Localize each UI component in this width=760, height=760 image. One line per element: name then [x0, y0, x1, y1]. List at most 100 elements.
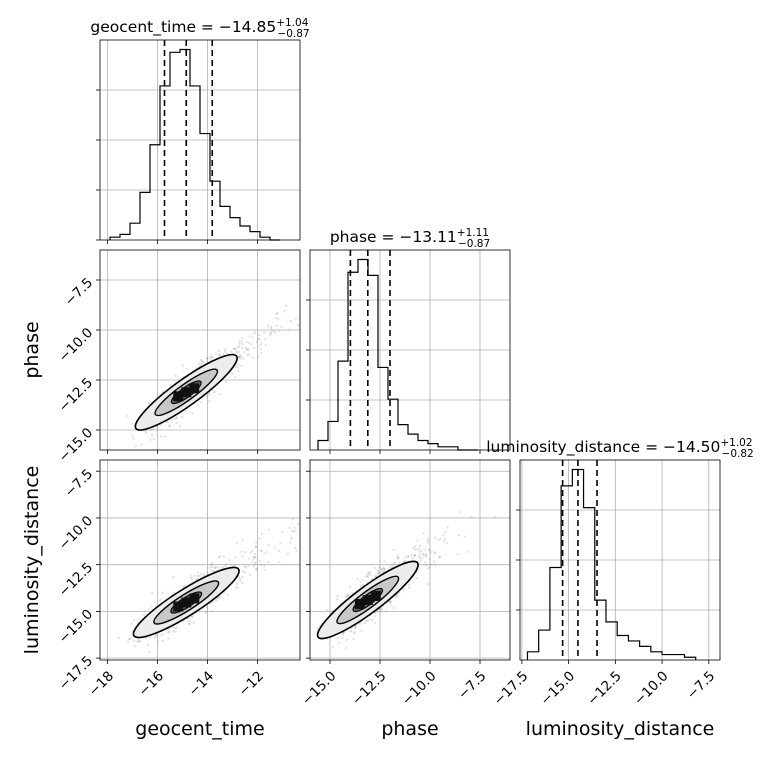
scatter-point [413, 554, 416, 557]
scatter-point [424, 561, 427, 564]
x-tick-label-geocent_time: −16 [136, 668, 167, 699]
scatter-point [362, 579, 365, 582]
scatter-point [402, 588, 405, 591]
scatter-point [286, 329, 290, 332]
scatter-point [367, 571, 370, 575]
scatter-point [254, 546, 258, 549]
scatter-point [463, 535, 466, 538]
scatter-point [373, 622, 377, 625]
scatter-point [174, 630, 177, 633]
scatter-point [327, 524, 329, 526]
scatter-point [200, 362, 203, 365]
scatter-point [260, 563, 263, 566]
scatter-point [466, 550, 469, 553]
scatter-point [332, 646, 335, 649]
scatter-point [283, 309, 286, 313]
scatter-point [426, 538, 429, 541]
scatter-point [196, 403, 199, 407]
scatter-point [175, 421, 178, 425]
scatter-point [168, 630, 171, 633]
scatter-point [327, 497, 329, 499]
scatter-point [191, 412, 194, 415]
scatter-point [380, 570, 383, 574]
scatter-point [238, 345, 241, 348]
scatter-point [424, 553, 428, 556]
scatter-point [235, 351, 239, 355]
scatter-point [236, 366, 240, 369]
scatter-point [344, 646, 348, 650]
scatter-point [223, 350, 227, 353]
scatter-point [376, 609, 379, 613]
scatter-point [394, 595, 398, 598]
scatter-point [156, 640, 160, 643]
scatter-point [382, 569, 386, 573]
scatter-point [493, 515, 497, 519]
scatter-point [172, 630, 175, 633]
y-tick-label-phase: −12.5 [56, 375, 97, 416]
scatter-point [265, 550, 268, 554]
scatter-point [278, 560, 281, 564]
scatter-point [243, 565, 247, 568]
scatter-point [430, 551, 433, 554]
scatter-point [208, 399, 211, 403]
scatter-point [247, 342, 251, 345]
scatter-point [211, 609, 214, 612]
scatter-point [446, 526, 449, 529]
scatter-point [442, 533, 445, 537]
scatter-point [427, 539, 430, 542]
scatter-point [213, 566, 217, 570]
scatter-point [128, 638, 132, 641]
scatter-point [159, 435, 163, 438]
scatter-point [142, 613, 146, 617]
scatter-point [191, 615, 194, 618]
scatter-point [264, 343, 267, 347]
scatter-point [238, 356, 241, 359]
scatter-point [254, 561, 257, 564]
scatter-point [418, 553, 422, 557]
scatter-point [258, 333, 261, 337]
scatter-point [183, 584, 186, 588]
y-tick-label-luminosity_distance: −12.5 [56, 560, 97, 601]
scatter-point [352, 637, 355, 641]
scatter-point [286, 552, 290, 556]
scatter-point [310, 514, 312, 516]
scatter-point [192, 621, 195, 624]
scatter-point [371, 618, 374, 622]
scatter-point [153, 635, 157, 639]
scatter-point [336, 636, 340, 640]
x-tick-label-luminosity_distance: −7.5 [684, 668, 718, 702]
scatter-point [366, 619, 369, 622]
scatter-point [389, 564, 392, 567]
scatter-point [316, 627, 319, 630]
scatter-point [215, 565, 218, 569]
scatter-point [353, 630, 357, 634]
scatter-point [368, 573, 371, 576]
x-tick-label-geocent_time: −14 [186, 668, 217, 699]
scatter-point [152, 437, 155, 441]
scatter-point [398, 561, 401, 564]
scatter-point [383, 560, 386, 563]
scatter-point [258, 537, 262, 540]
scatter-point [206, 606, 209, 610]
scatter-point [443, 530, 447, 534]
scatter-point [353, 632, 356, 635]
scatter-point [348, 585, 352, 588]
scatter-point [470, 516, 473, 519]
scatter-point [147, 401, 151, 405]
scatter-point [257, 337, 261, 341]
scatter-point [241, 576, 244, 579]
scatter-point [246, 353, 249, 356]
scatter-point [438, 555, 441, 559]
scatter-point [417, 547, 421, 551]
scatter-point [238, 577, 242, 581]
scatter-point [342, 631, 345, 635]
scatter-point [383, 568, 387, 571]
scatter-point [382, 570, 385, 573]
density-peak [189, 593, 200, 604]
scatter-point [180, 415, 184, 419]
scatter-point [439, 537, 442, 540]
scatter-point [290, 537, 293, 541]
scatter-point [240, 340, 244, 343]
scatter-point [252, 555, 255, 559]
scatter-point [233, 376, 237, 379]
